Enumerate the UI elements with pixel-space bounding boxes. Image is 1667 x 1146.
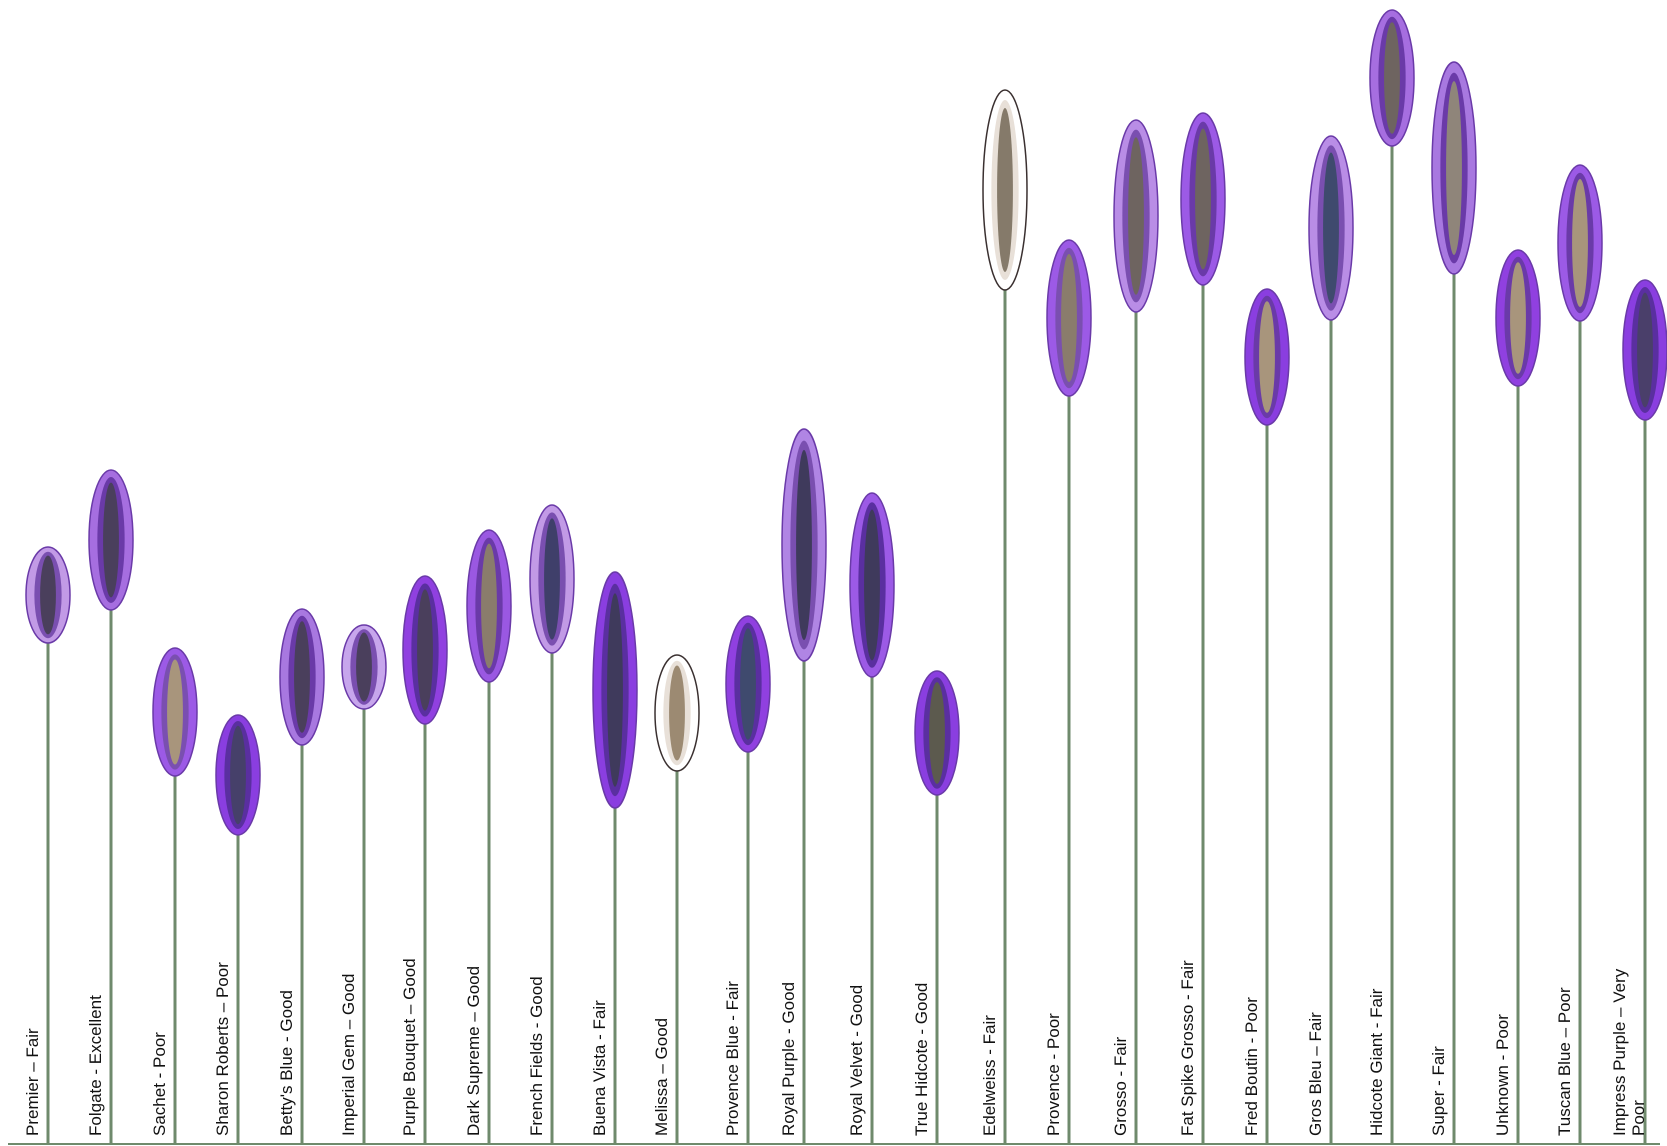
bloom-core [740,628,756,740]
plant-label: Dark Supreme – Good [464,966,483,1136]
lavender-plant: Provence Blue - Fair [723,616,770,1144]
lavender-plant: Purple Bouquet – Good [400,576,447,1144]
plant-label: Premier – Fair [23,1028,42,1136]
lavender-plant: Unknown - Poor [1493,250,1540,1144]
bloom-core [1510,262,1526,374]
bloom-core [356,633,372,702]
bloom-core [1572,179,1588,307]
plant-label: Fat Spike Grosso - Fair [1178,960,1197,1136]
bloom-core [544,518,560,639]
lavender-plant: Hidcote Giant - Fair [1367,10,1414,1144]
plant-label: Royal Velvet - Good [847,985,866,1136]
bloom-core [230,726,246,824]
plant-label: French Fields - Good [527,976,546,1136]
bloom-core [1259,301,1275,413]
lavender-plant: Provence - Poor [1044,240,1091,1144]
plant-label: Super - Fair [1429,1046,1448,1136]
plant-label: Royal Purple - Good [779,982,798,1136]
lavender-plant: Imperial Gem – Good [339,625,386,1144]
plant-label: Fred Boutin - Poor [1242,997,1261,1136]
plant-label: Impress Purple – VeryPoor [1610,968,1648,1136]
bloom-core [796,450,812,640]
plant-label: Sachet - Poor [150,1032,169,1136]
lavender-plant: Royal Velvet - Good [847,493,894,1144]
bloom-core [1128,137,1144,294]
plant-label: Hidcote Giant - Fair [1367,988,1386,1136]
lavender-plant: Super - Fair [1429,62,1476,1144]
lavender-plant: Gros Bleu – Fair [1306,136,1353,1144]
lavender-plant: Royal Purple - Good [779,429,826,1144]
plant-label: Buena Vista - Fair [590,1000,609,1136]
plant-label: Gros Bleu – Fair [1306,1012,1325,1136]
bloom-core [864,510,880,661]
lavender-plant: Betty's Blue - Good [277,609,324,1144]
bloom-core [294,621,310,733]
lavender-plant: Folgate - Excellent [86,470,133,1144]
lavender-plant: Edelweiss - Fair [980,90,1027,1144]
lavender-plant: Dark Supreme – Good [464,530,511,1144]
plants-group: Premier – Fair Folgate - Excellent Sachet … [23,10,1667,1144]
plant-label: Edelweiss - Fair [980,1015,999,1136]
lavender-plant: French Fields - Good [527,505,574,1144]
lavender-plant: Sachet - Poor [150,648,197,1144]
plant-label: Imperial Gem – Good [339,973,358,1136]
lavender-plant: Buena Vista - Fair [590,572,637,1144]
plant-label: Unknown - Poor [1493,1014,1512,1136]
plant-label: Sharon Roberts – Poor [213,962,232,1136]
bloom-core [929,682,945,784]
lavender-plant: True Hidcote - Good [912,671,959,1144]
bloom-core [997,108,1013,272]
lavender-plant: Tuscan Blue – Poor [1555,165,1602,1144]
bloom-core [1323,153,1339,304]
lavender-plant: Fred Boutin - Poor [1242,289,1289,1144]
bloom-core [607,593,623,787]
bloom-core [1637,293,1653,408]
lavender-plant: Impress Purple – VeryPoor [1610,280,1667,1144]
lavender-plant: Grosso - Fair [1111,120,1158,1144]
lavender-plant: Fat Spike Grosso - Fair [1178,113,1225,1144]
plant-label: Purple Bouquet – Good [400,958,419,1136]
bloom-core [1195,128,1211,269]
bloom-core [103,483,119,598]
bloom-core [1446,81,1462,255]
bloom-core [417,589,433,710]
bloom-core [1384,22,1400,134]
bloom-core [1061,254,1077,382]
bloom-core [481,544,497,669]
plant-label: Tuscan Blue – Poor [1555,987,1574,1136]
plant-label: True Hidcote - Good [912,983,931,1136]
lavender-plant: Melissa – Good [652,655,699,1144]
plant-label: Melissa – Good [652,1018,671,1136]
bloom-core [40,556,56,635]
plant-label: Grosso - Fair [1111,1036,1130,1136]
plant-label: Betty's Blue - Good [277,990,296,1136]
plant-label: Folgate - Excellent [86,995,105,1136]
plant-label: Provence Blue - Fair [723,981,742,1136]
lavender-plant: Sharon Roberts – Poor [213,715,260,1144]
lavender-plant: Premier – Fair [23,547,70,1144]
bloom-core [167,660,183,765]
bloom-core [669,665,685,760]
plant-label: Provence - Poor [1044,1013,1063,1136]
